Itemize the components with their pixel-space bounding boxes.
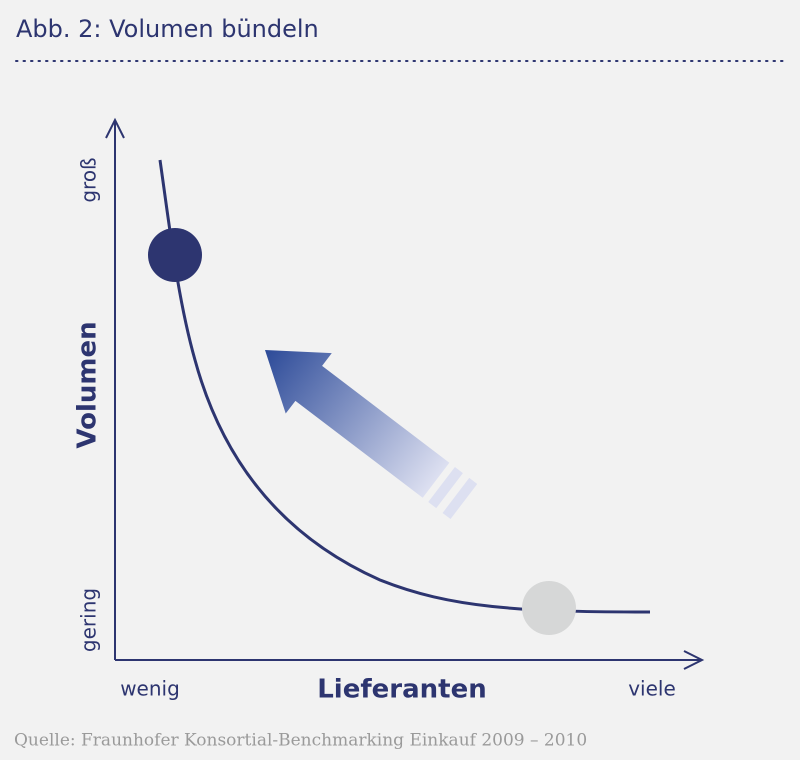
- y-high-label: groß: [77, 157, 101, 202]
- arrow: [265, 350, 478, 519]
- x-axis-label: Lieferanten: [317, 675, 487, 705]
- dark-point: [148, 228, 202, 282]
- y-low-label: gering: [77, 588, 101, 652]
- x-low-label: wenig: [120, 677, 180, 701]
- title: Abb. 2: Volumen bündeln: [16, 15, 319, 43]
- x-high-label: viele: [628, 677, 676, 701]
- y-axis-label: Volumen: [73, 321, 103, 448]
- light-point: [522, 581, 576, 635]
- source: Quelle: Fraunhofer Konsortial-Benchmarki…: [14, 731, 587, 751]
- axes: [105, 117, 705, 670]
